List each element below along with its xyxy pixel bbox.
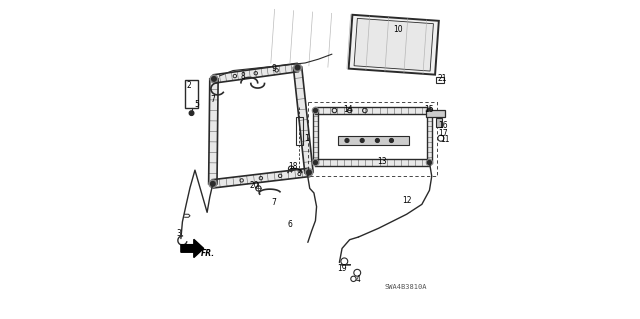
Polygon shape [213,63,298,83]
Text: 17: 17 [438,129,448,138]
Circle shape [426,108,433,114]
Text: 3: 3 [176,229,181,238]
Polygon shape [354,19,433,71]
Circle shape [312,160,319,166]
Text: 14: 14 [343,105,353,114]
Circle shape [345,138,349,142]
Polygon shape [349,15,439,75]
Polygon shape [316,159,429,166]
Bar [426,110,445,117]
Polygon shape [427,110,432,163]
Circle shape [314,161,317,164]
Text: 13: 13 [378,157,387,166]
Circle shape [210,75,218,83]
Text: 21: 21 [437,74,447,84]
Text: 7: 7 [211,94,215,104]
Text: 9: 9 [271,64,276,73]
Polygon shape [209,79,218,184]
Text: 2: 2 [186,80,191,90]
Polygon shape [212,168,310,188]
Circle shape [312,108,319,114]
Bar [436,118,442,127]
Polygon shape [293,67,313,173]
Circle shape [294,64,301,71]
Circle shape [209,180,216,188]
Text: 1: 1 [304,134,308,143]
Bar [296,117,303,145]
Polygon shape [316,107,429,114]
Text: 5: 5 [195,100,199,109]
Text: 8: 8 [241,72,246,81]
Circle shape [295,65,300,70]
Text: 15: 15 [425,105,435,114]
Circle shape [360,138,364,142]
Bar [186,80,198,108]
Circle shape [189,111,194,115]
Text: 10: 10 [393,25,403,34]
Text: 4: 4 [356,275,361,284]
Circle shape [307,170,311,175]
Text: 19: 19 [337,264,347,273]
Circle shape [314,108,317,112]
Text: SWA4B3810A: SWA4B3810A [385,284,428,290]
Polygon shape [313,110,318,163]
Text: 8: 8 [296,169,301,178]
Text: 7: 7 [271,198,276,207]
Text: 16: 16 [438,121,448,130]
Circle shape [305,169,313,176]
Bar [436,78,444,83]
Circle shape [428,161,431,164]
Text: 12: 12 [402,196,412,205]
Circle shape [428,108,431,112]
Text: 20: 20 [250,181,259,190]
Polygon shape [181,239,204,257]
Text: 18: 18 [288,162,298,171]
Text: FR.: FR. [201,249,215,258]
Circle shape [390,138,394,142]
Circle shape [426,160,433,166]
Bar [339,136,408,145]
Text: 11: 11 [440,135,449,144]
Circle shape [376,138,380,142]
Text: 6: 6 [287,220,292,229]
Circle shape [212,77,216,81]
Circle shape [211,182,215,186]
